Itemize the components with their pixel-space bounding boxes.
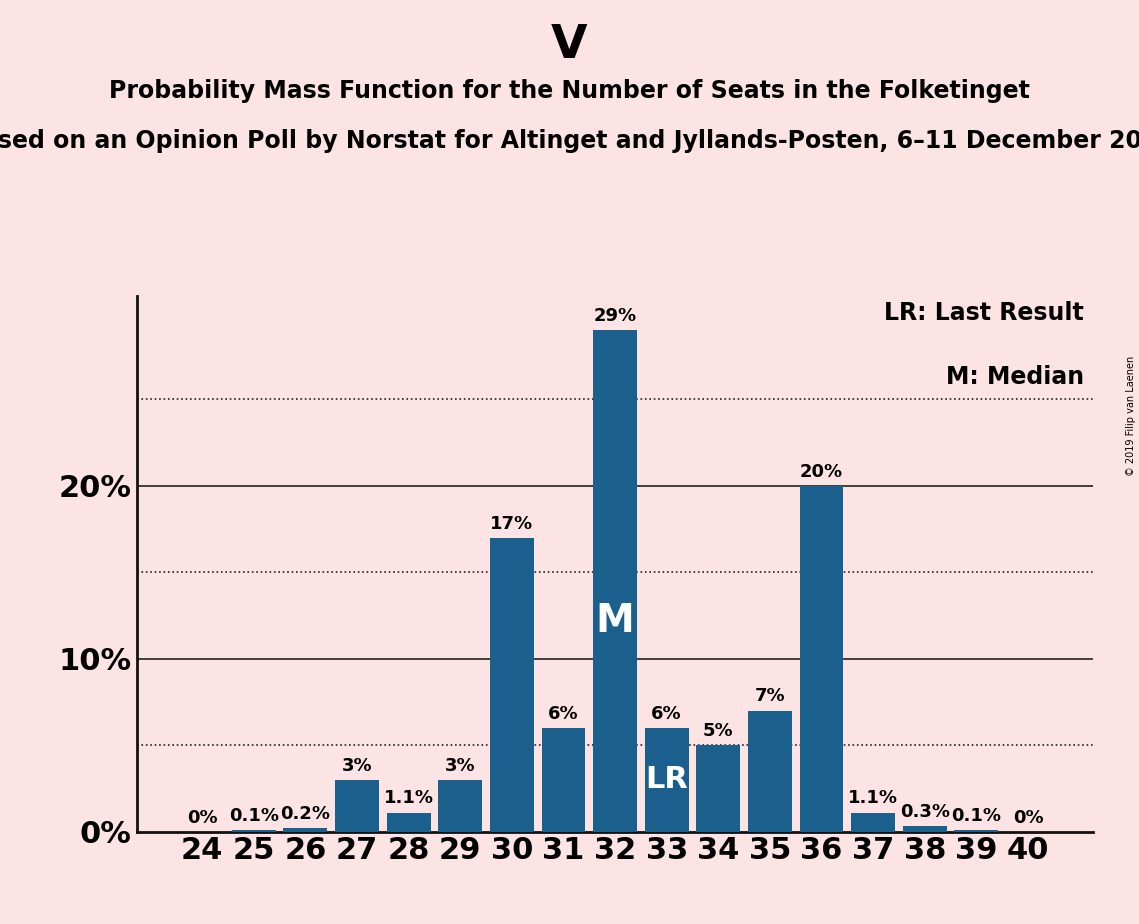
Bar xyxy=(593,330,637,832)
Text: Based on an Opinion Poll by Norstat for Altinget and Jyllands-Posten, 6–11 Decem: Based on an Opinion Poll by Norstat for … xyxy=(0,129,1139,153)
Bar xyxy=(954,830,998,832)
Text: 1.1%: 1.1% xyxy=(849,789,899,808)
Bar xyxy=(696,745,740,832)
Text: 0.3%: 0.3% xyxy=(900,803,950,821)
Text: 17%: 17% xyxy=(490,515,533,532)
Text: 3%: 3% xyxy=(445,757,475,774)
Text: 20%: 20% xyxy=(800,463,843,480)
Bar xyxy=(232,830,276,832)
Bar xyxy=(490,538,534,832)
Bar xyxy=(386,812,431,832)
Bar xyxy=(541,728,585,832)
Text: © 2019 Filip van Laenen: © 2019 Filip van Laenen xyxy=(1125,356,1136,476)
Text: 0%: 0% xyxy=(1013,809,1043,827)
Text: 3%: 3% xyxy=(342,757,372,774)
Text: 29%: 29% xyxy=(593,307,637,325)
Text: 0%: 0% xyxy=(187,809,218,827)
Text: LR: LR xyxy=(645,765,688,795)
Bar xyxy=(851,812,895,832)
Bar xyxy=(800,486,844,832)
Bar xyxy=(645,728,689,832)
Text: 7%: 7% xyxy=(755,687,785,705)
Bar xyxy=(335,780,379,832)
Text: V: V xyxy=(551,23,588,68)
Text: M: M xyxy=(596,602,634,640)
Text: 0.1%: 0.1% xyxy=(229,807,279,825)
Bar xyxy=(748,711,792,832)
Bar xyxy=(284,828,327,832)
Bar xyxy=(439,780,482,832)
Text: 1.1%: 1.1% xyxy=(384,789,434,808)
Text: 0.1%: 0.1% xyxy=(951,807,1001,825)
Text: M: Median: M: Median xyxy=(945,365,1084,389)
Text: 6%: 6% xyxy=(652,705,682,723)
Bar xyxy=(903,826,947,832)
Text: 5%: 5% xyxy=(703,722,734,740)
Text: 6%: 6% xyxy=(548,705,579,723)
Text: 0.2%: 0.2% xyxy=(280,805,330,823)
Text: LR: Last Result: LR: Last Result xyxy=(884,301,1084,325)
Text: Probability Mass Function for the Number of Seats in the Folketinget: Probability Mass Function for the Number… xyxy=(109,79,1030,103)
